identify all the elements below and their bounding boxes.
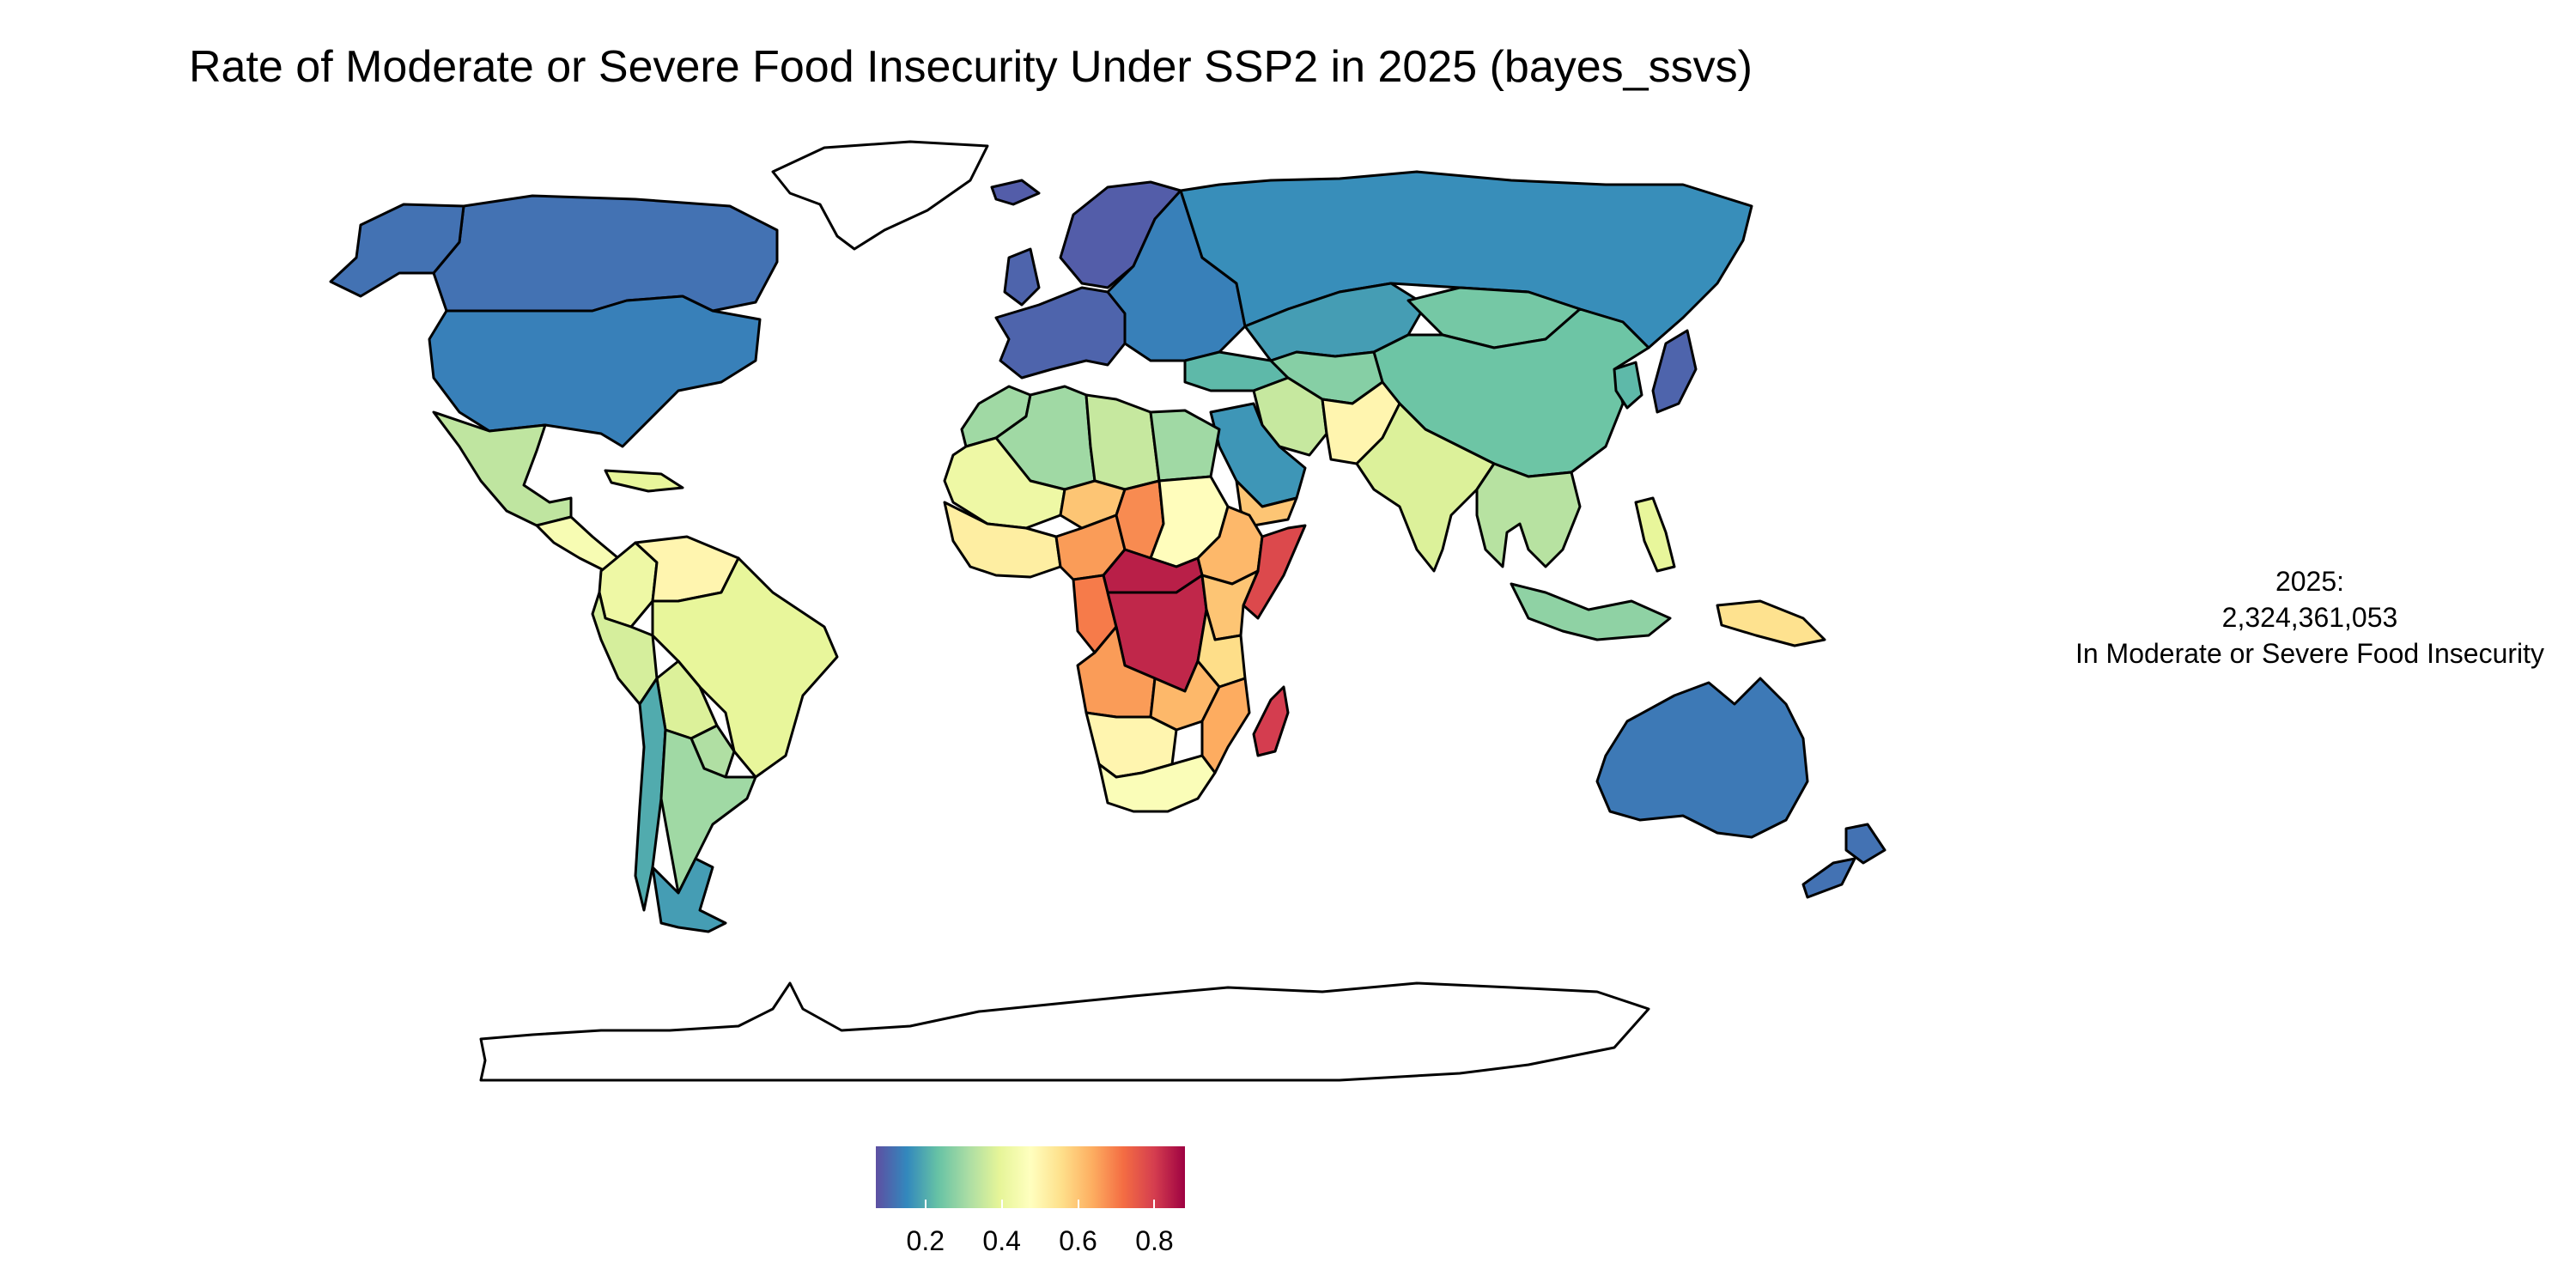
- region-canada[interactable]: [432, 194, 779, 313]
- region-argentina[interactable]: [659, 728, 757, 895]
- color-legend: 0.2 0.4 0.6 0.8: [876, 1146, 1185, 1267]
- region-japan[interactable]: [1651, 329, 1698, 414]
- region-iceland[interactable]: [990, 179, 1041, 206]
- region-southeast-asia[interactable]: [1475, 462, 1582, 568]
- region-united-kingdom[interactable]: [1003, 247, 1041, 307]
- region-philippines[interactable]: [1634, 496, 1676, 573]
- region-chile[interactable]: [634, 677, 667, 912]
- legend-tick-mark: [1077, 1200, 1079, 1208]
- legend-tick-label: 0.2: [906, 1225, 945, 1256]
- region-libya[interactable]: [1084, 393, 1161, 491]
- annotation-count: 2,324,361,053: [2221, 602, 2398, 633]
- legend-tick-mark: [924, 1200, 927, 1208]
- annotation-year: 2025:: [2275, 566, 2345, 597]
- region-korea[interactable]: [1613, 361, 1643, 410]
- legend-tick-mark: [1153, 1200, 1156, 1208]
- region-india[interactable]: [1355, 402, 1496, 573]
- legend-tick-mark: [1000, 1200, 1003, 1208]
- page-title: Rate of Moderate or Severe Food Insecuri…: [189, 42, 1753, 92]
- region-mozambique[interactable]: [1200, 677, 1251, 775]
- region-patagonia[interactable]: [651, 857, 727, 933]
- region-west-africa-coast[interactable]: [943, 501, 1062, 579]
- region-greenland: [771, 140, 989, 251]
- region-antarctica: [479, 981, 1650, 1082]
- legend-tick-label: 0.6: [1059, 1225, 1097, 1256]
- annotation-caption: In Moderate or Severe Food Insecurity: [2075, 638, 2545, 669]
- region-alaska[interactable]: [329, 203, 465, 298]
- region-united-states[interactable]: [428, 295, 762, 448]
- region-western-europe[interactable]: [994, 286, 1127, 380]
- region-mexico[interactable]: [432, 410, 573, 527]
- region-indonesia[interactable]: [1510, 582, 1672, 641]
- legend-tick-label: 0.8: [1135, 1225, 1174, 1256]
- region-somalia[interactable]: [1242, 524, 1307, 620]
- region-new-zealand[interactable]: [1801, 823, 1886, 899]
- region-egypt[interactable]: [1149, 409, 1221, 483]
- region-saudi-arabia[interactable]: [1209, 402, 1307, 508]
- region-madagascar[interactable]: [1252, 685, 1290, 757]
- legend-tick-label: 0.4: [982, 1225, 1021, 1256]
- region-south-africa[interactable]: [1097, 754, 1217, 813]
- region-brazil[interactable]: [651, 556, 839, 779]
- region-central-america[interactable]: [535, 515, 620, 573]
- region-australia[interactable]: [1595, 677, 1809, 839]
- region-papua-new-guinea[interactable]: [1716, 599, 1826, 647]
- region-caribbean[interactable]: [604, 469, 684, 493]
- legend-colorbar: [876, 1146, 1185, 1208]
- total-annotation: 2025: 2,324,361,053 In Moderate or Sever…: [2044, 563, 2576, 671]
